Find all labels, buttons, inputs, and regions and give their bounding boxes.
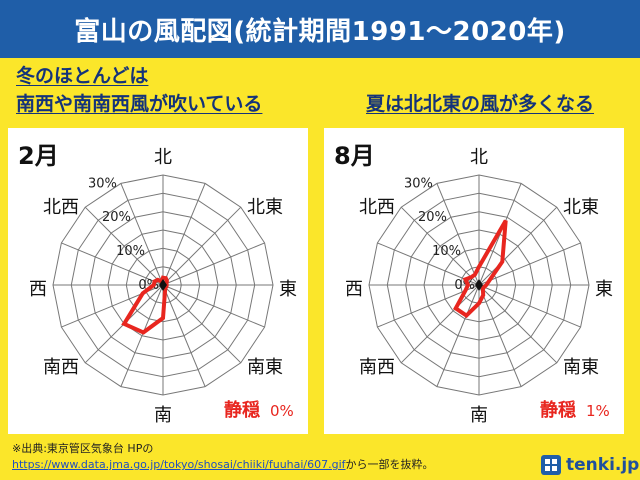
wind-rose-panel-aug: 0% 10% 20% 30% 北北東東南東南 南西 西 北西 8月静穏 1% [324,128,624,434]
grid-spoke [61,242,164,286]
ring-label-feb: 20% [102,210,131,225]
grid-spoke [478,284,522,387]
summer-headline: 夏は北北東の風が多くなる [366,93,595,115]
direction-label-s: 南 [470,405,488,426]
source-prefix: ※出典:東京管区気象台 HPの [12,442,154,455]
logo-text: tenki.jp [566,455,640,475]
grid-spoke [162,183,206,286]
tenki-logo-icon [541,455,561,475]
ring-label-aug: 10% [432,244,461,259]
grid-spoke [478,206,558,286]
ring-label-feb: 10% [116,244,145,259]
direction-label-s: 南 [154,405,172,426]
tenki-logo[interactable]: tenki.jp [540,452,639,478]
source-suffix: から一部を抜粋。 [345,458,434,471]
grid-spoke [400,206,480,286]
direction-label-ne: 北東 [563,197,599,218]
page-title: 富山の風配図(統計期間1991～2020年) [74,16,566,47]
grid-spoke [162,284,265,328]
grid-spoke [84,206,164,286]
direction-label-n: 北 [154,147,172,168]
direction-label-sw: 南西 [359,357,395,378]
grid-spoke [162,242,265,286]
direction-label-e: 東 [595,279,613,300]
ring-label-feb: 30% [88,176,117,191]
center-marker [475,279,483,291]
title-bar: 富山の風配図(統計期間1991～2020年) [0,0,640,58]
grid-spoke [478,284,558,364]
direction-label-nw: 北西 [359,197,395,218]
direction-label-se: 南東 [247,357,283,378]
direction-label-n: 北 [470,147,488,168]
grid-spoke [120,183,164,286]
grid-spoke [436,284,480,387]
ring-label-aug: 20% [418,210,447,225]
direction-label-se: 南東 [563,357,599,378]
grid-spoke [120,284,164,387]
winter-headline-line1: 冬のほとんどは [16,65,149,87]
center-marker [159,279,167,291]
grid-spoke [162,284,242,364]
ring-label-aug: 0% [454,278,475,293]
direction-label-w: 西 [29,279,47,300]
ring-label-aug: 30% [404,176,433,191]
calm-value-aug: 1% [586,402,610,420]
month-label-aug: 8月 [334,142,375,170]
grid-spoke [162,206,242,286]
grid-spoke [377,242,480,286]
source-link[interactable]: https://www.data.jma.go.jp/tokyo/shosai/… [12,458,346,471]
calm-value-feb: 0% [270,402,294,420]
grid-spoke [162,284,206,387]
direction-label-e: 東 [279,279,297,300]
grid-spoke [400,284,480,364]
calm-label-aug: 静穏 [540,399,576,421]
grid-aug [368,174,590,396]
direction-label-sw: 南西 [43,357,79,378]
direction-label-ne: 北東 [247,197,283,218]
winter-headline-line2: 南西や南南西風が吹いている [16,93,263,115]
wind-rose-panel-feb: 0% 10% 20% 30% 北北東東南東南南西西北西 2月 静穏 0% [8,128,308,434]
calm-label-feb: 静穏 [224,399,260,421]
direction-label-nw: 北西 [43,197,79,218]
source-note: ※出典:東京管区気象台 HPの https://www.data.jma.go.… [12,441,434,473]
direction-label-w: 西 [345,279,363,300]
grid-spoke [478,242,581,286]
month-label-feb: 2月 [18,142,59,170]
grid-spoke [478,284,581,328]
grid-spoke [377,284,480,328]
grid-spoke [436,183,480,286]
grid-feb [52,174,274,396]
